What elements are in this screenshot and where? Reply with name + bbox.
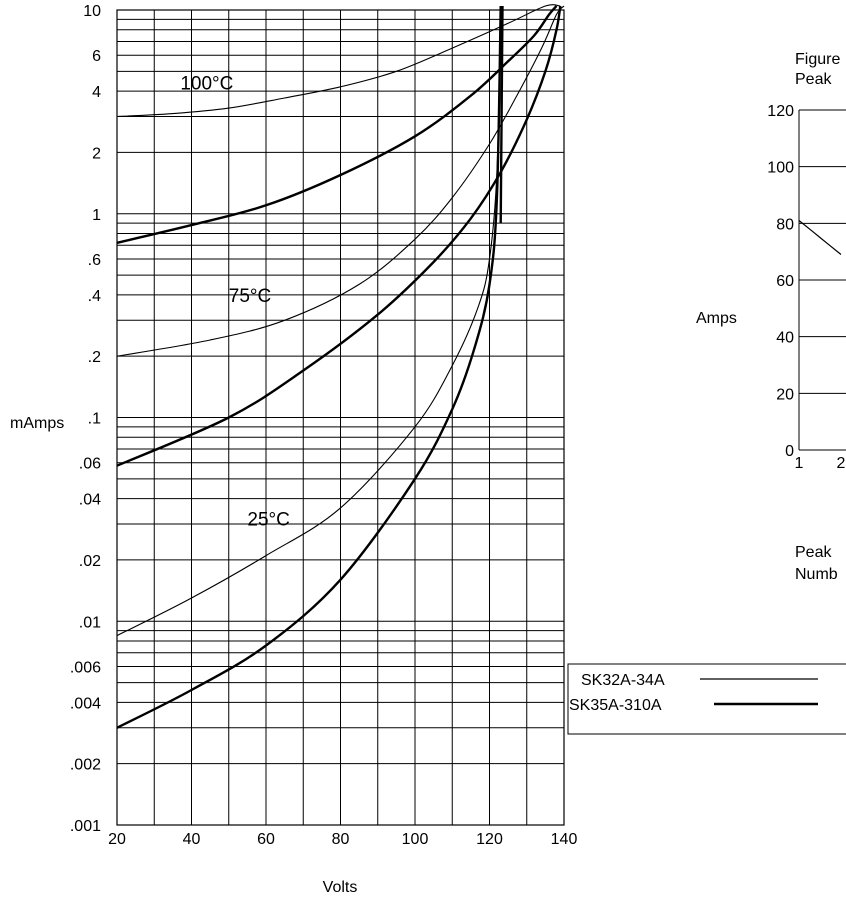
peak-x-tick-label: 1 bbox=[795, 455, 804, 472]
y-tick-label: 10 bbox=[83, 3, 101, 20]
peak-y-tick-label: 40 bbox=[776, 330, 794, 347]
reverse-current-chart: 10 6 4 2 1 .6 .4 .2 .1 .06 .04 .02 .01 .006 .004 .002 .0… bbox=[10, 3, 577, 896]
series-line-sk32a-34a bbox=[116, 5, 565, 357]
peak-chart-y-axis-label: Amps bbox=[696, 310, 737, 327]
peak-y-tick-label: 80 bbox=[776, 216, 794, 233]
y-tick-label: .2 bbox=[88, 349, 101, 366]
y-tick-label: .004 bbox=[70, 695, 101, 712]
temperature-annotation: 25°C bbox=[247, 509, 289, 530]
series-line-sk35a-310a bbox=[116, 5, 502, 729]
x-axis-label: Volts bbox=[323, 879, 358, 896]
peak-chart-title: Figure bbox=[795, 51, 840, 68]
peak-y-tick-label: 0 bbox=[785, 443, 794, 460]
y-tick-label: .4 bbox=[88, 288, 101, 305]
series-line-sk32a-34a bbox=[116, 5, 502, 637]
x-tick-label: 60 bbox=[257, 831, 275, 848]
legend-label-thick: SK35A-310A bbox=[569, 697, 662, 714]
y-tick-label: .001 bbox=[70, 818, 101, 835]
y-tick-label: .006 bbox=[70, 659, 101, 676]
y-tick-label: 4 bbox=[92, 84, 101, 101]
peak-x-tick-label: 2 bbox=[837, 455, 846, 472]
peak-chart-x-axis-label-2: Numb bbox=[795, 566, 838, 583]
peak-chart-tick-labels: 0 20 40 60 80 100 120 1 2 bbox=[767, 103, 845, 472]
peak-y-tick-label: 20 bbox=[776, 386, 794, 403]
peak-chart-plot bbox=[798, 109, 846, 451]
temperature-annotation: 100°C bbox=[180, 74, 233, 95]
peak-y-tick-label: 60 bbox=[776, 273, 794, 290]
y-axis-label: mAmps bbox=[10, 415, 64, 432]
main-chart-grid bbox=[116, 9, 565, 826]
x-tick-label: 100 bbox=[402, 831, 429, 848]
main-chart-curves bbox=[116, 4, 565, 729]
x-tick-label: 80 bbox=[332, 831, 350, 848]
y-tick-label: 2 bbox=[92, 145, 101, 162]
y-tick-label: .1 bbox=[88, 411, 101, 428]
series-line-sk35a-310a bbox=[116, 5, 558, 244]
legend-label-thin: SK32A-34A bbox=[581, 672, 665, 689]
peak-chart-x-axis-label: Peak bbox=[795, 544, 832, 561]
legend-frame bbox=[567, 663, 846, 735]
x-tick-label: 40 bbox=[183, 831, 201, 848]
x-tick-label: 120 bbox=[476, 831, 503, 848]
temperature-annotation: 75°C bbox=[229, 286, 271, 307]
y-tick-label: .6 bbox=[88, 252, 101, 269]
peak-chart-subtitle: Peak bbox=[795, 71, 832, 88]
x-tick-label: 140 bbox=[551, 831, 578, 848]
y-tick-label: .02 bbox=[79, 553, 101, 570]
legend: SK32A-34A SK35A-310A bbox=[567, 663, 846, 735]
x-tick-label: 20 bbox=[108, 831, 126, 848]
peak-current-chart: Figure Peak Amps Peak Numb 0 20 40 60 80 100 1… bbox=[696, 51, 846, 583]
peak-y-tick-label: 120 bbox=[767, 103, 794, 120]
y-tick-label: .06 bbox=[79, 456, 101, 473]
series-line-sk35a-310a bbox=[499, 5, 504, 224]
main-chart-tick-labels: 10 6 4 2 1 .6 .4 .2 .1 .06 .04 .02 .01 .006 .004 .002 .0… bbox=[70, 3, 578, 848]
y-tick-label: .04 bbox=[79, 492, 101, 509]
peak-series-line bbox=[798, 220, 842, 255]
series-line-sk35a-310a bbox=[116, 5, 562, 467]
y-tick-label: 1 bbox=[92, 207, 101, 224]
plot-frame bbox=[116, 9, 565, 826]
series-line-sk32a-34a bbox=[116, 4, 561, 118]
y-tick-label: 6 bbox=[92, 48, 101, 65]
y-tick-label: .01 bbox=[79, 614, 101, 631]
main-chart-annotations: 100°C 75°C 25°C bbox=[180, 74, 290, 531]
peak-y-tick-label: 100 bbox=[767, 160, 794, 177]
y-tick-label: .002 bbox=[70, 757, 101, 774]
